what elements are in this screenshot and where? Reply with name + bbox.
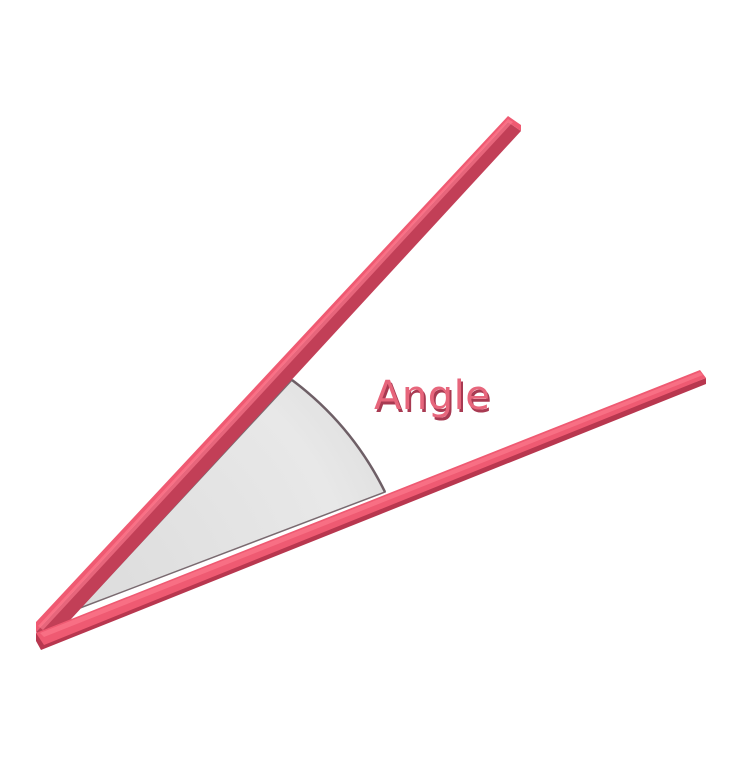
lower-ray-highlight [40, 372, 703, 637]
angle-arc [291, 378, 387, 493]
angle-label-shadow: Angle [376, 376, 492, 422]
angle-label: Angle [374, 373, 490, 419]
upper-ray-side [36, 122, 521, 643]
lower-ray [36, 370, 706, 650]
upper-ray [36, 116, 521, 643]
upper-ray-highlight [38, 119, 513, 630]
lower-ray-side [36, 378, 706, 650]
angle-label-group: Angle Angle [374, 373, 492, 422]
